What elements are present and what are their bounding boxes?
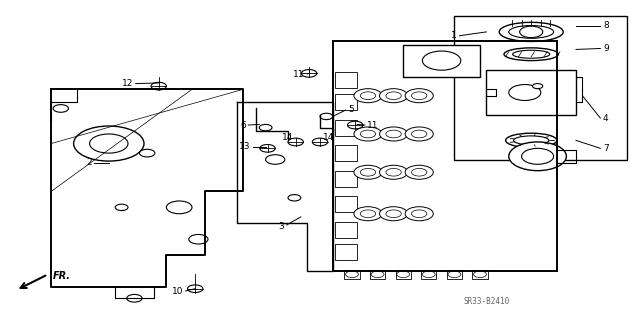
Ellipse shape xyxy=(499,22,563,41)
Bar xyxy=(486,70,576,115)
Text: 6: 6 xyxy=(240,121,246,130)
Ellipse shape xyxy=(504,48,558,61)
Bar xyxy=(335,145,357,161)
Circle shape xyxy=(301,70,317,77)
Circle shape xyxy=(405,89,433,103)
Circle shape xyxy=(522,148,554,164)
Circle shape xyxy=(380,127,408,141)
Circle shape xyxy=(509,142,566,171)
Bar xyxy=(472,270,488,279)
Text: 4: 4 xyxy=(603,114,609,122)
Text: 12: 12 xyxy=(122,79,133,88)
Circle shape xyxy=(266,155,285,164)
Circle shape xyxy=(386,168,401,176)
Text: 11: 11 xyxy=(293,70,305,78)
Circle shape xyxy=(412,210,427,218)
Ellipse shape xyxy=(513,136,548,145)
Bar xyxy=(335,72,357,88)
Bar xyxy=(335,171,357,187)
Bar xyxy=(335,120,357,136)
Circle shape xyxy=(405,127,433,141)
Ellipse shape xyxy=(506,133,557,147)
Circle shape xyxy=(422,51,461,70)
Text: 10: 10 xyxy=(172,287,183,296)
Circle shape xyxy=(259,124,272,131)
Circle shape xyxy=(371,271,384,278)
Circle shape xyxy=(509,85,541,100)
Text: 11: 11 xyxy=(367,121,379,130)
Bar xyxy=(454,16,627,160)
Bar xyxy=(335,222,357,238)
Circle shape xyxy=(380,207,408,221)
Circle shape xyxy=(412,92,427,100)
Circle shape xyxy=(354,165,382,179)
Circle shape xyxy=(312,138,328,146)
Circle shape xyxy=(348,121,363,129)
Circle shape xyxy=(380,89,408,103)
Circle shape xyxy=(386,130,401,138)
Text: 3: 3 xyxy=(278,222,284,231)
Circle shape xyxy=(520,26,543,38)
Text: 5: 5 xyxy=(348,105,354,114)
Circle shape xyxy=(354,207,382,221)
Bar xyxy=(447,270,462,279)
Text: FR.: FR. xyxy=(53,271,71,281)
Circle shape xyxy=(189,234,208,244)
Circle shape xyxy=(380,165,408,179)
Circle shape xyxy=(386,210,401,218)
Text: 7: 7 xyxy=(603,144,609,153)
Circle shape xyxy=(74,126,144,161)
Circle shape xyxy=(166,201,192,214)
Text: 8: 8 xyxy=(603,21,609,30)
Circle shape xyxy=(405,207,433,221)
Text: 9: 9 xyxy=(603,44,609,53)
Circle shape xyxy=(188,285,203,293)
Circle shape xyxy=(360,168,376,176)
Circle shape xyxy=(360,210,376,218)
Circle shape xyxy=(260,145,275,152)
Circle shape xyxy=(397,271,410,278)
Bar xyxy=(421,270,436,279)
Text: 14: 14 xyxy=(282,133,293,142)
Circle shape xyxy=(354,127,382,141)
Ellipse shape xyxy=(513,50,550,58)
Circle shape xyxy=(474,271,486,278)
Bar xyxy=(344,270,360,279)
Circle shape xyxy=(151,82,166,90)
Bar xyxy=(370,270,385,279)
Circle shape xyxy=(354,89,382,103)
Circle shape xyxy=(288,138,303,146)
Circle shape xyxy=(386,92,401,100)
Text: 1: 1 xyxy=(451,31,457,40)
Text: 14: 14 xyxy=(323,133,334,142)
Circle shape xyxy=(412,168,427,176)
Circle shape xyxy=(53,105,68,112)
Circle shape xyxy=(320,113,333,120)
Text: 13: 13 xyxy=(239,142,250,151)
Text: 2: 2 xyxy=(86,158,92,167)
Circle shape xyxy=(346,271,358,278)
Circle shape xyxy=(288,195,301,201)
Circle shape xyxy=(405,165,433,179)
Circle shape xyxy=(115,204,128,211)
Bar xyxy=(335,196,357,212)
Ellipse shape xyxy=(509,26,554,38)
Circle shape xyxy=(448,271,461,278)
Bar xyxy=(403,45,480,77)
Circle shape xyxy=(532,84,543,89)
Circle shape xyxy=(140,149,155,157)
Circle shape xyxy=(422,271,435,278)
Circle shape xyxy=(127,294,142,302)
Text: SR33-B2410: SR33-B2410 xyxy=(463,297,509,306)
Circle shape xyxy=(90,134,128,153)
Circle shape xyxy=(412,130,427,138)
Bar xyxy=(335,94,357,110)
Circle shape xyxy=(360,130,376,138)
Bar xyxy=(335,244,357,260)
Bar xyxy=(396,270,411,279)
Circle shape xyxy=(360,92,376,100)
